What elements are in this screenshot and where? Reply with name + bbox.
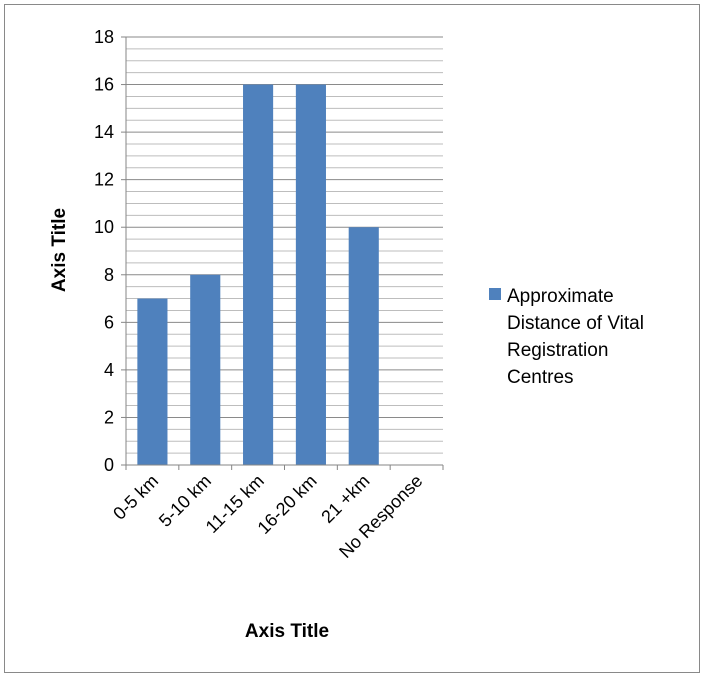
y-tick-label: 12 — [94, 170, 114, 190]
legend-label-line: Registration — [507, 340, 608, 361]
legend-label: Approximate Distance of Vital Registration… — [507, 286, 644, 388]
bar-11-15-km — [243, 84, 274, 466]
legend-label-line: Approximate — [507, 286, 614, 307]
bar-21-km — [348, 227, 379, 465]
y-tick-label: 2 — [104, 407, 114, 427]
legend-label-line: Centres — [507, 367, 574, 388]
bar-5-10-km — [190, 274, 221, 465]
x-axis-title: Axis Title — [245, 621, 329, 642]
y-tick-labels: 0 2 4 6 8 10 12 14 16 18 — [94, 27, 114, 475]
y-tick-label: 6 — [104, 312, 114, 332]
y-tick-label: 8 — [104, 265, 114, 285]
y-tick-label: 0 — [104, 455, 114, 475]
legend-label-line: Distance of Vital — [507, 313, 644, 334]
bar-16-20-km — [295, 84, 326, 466]
bar-0-5-km — [137, 298, 168, 465]
y-tick-label: 4 — [104, 360, 114, 380]
legend: Approximate Distance of Vital Registration… — [489, 286, 644, 388]
y-tick-label: 18 — [94, 27, 114, 47]
y-tick-label: 14 — [94, 122, 114, 142]
legend-swatch — [489, 288, 501, 300]
axes — [121, 36, 444, 470]
bars — [137, 84, 379, 466]
y-axis-title: Axis Title — [49, 208, 70, 292]
y-tick-label: 16 — [94, 75, 114, 95]
y-tick-label: 10 — [94, 217, 114, 237]
gridlines — [126, 36, 443, 454]
x-tick-label: 0-5 km — [109, 471, 162, 524]
